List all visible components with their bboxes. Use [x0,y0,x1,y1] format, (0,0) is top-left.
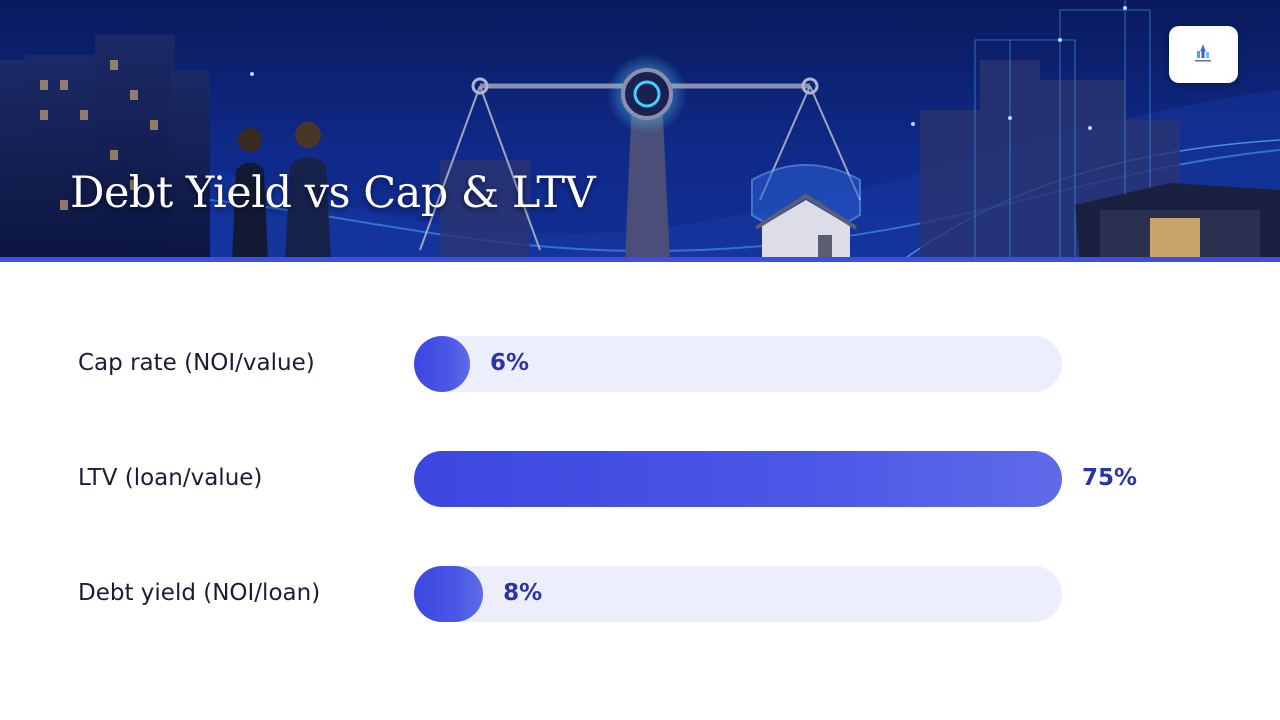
bar [414,451,1062,507]
balance-scale-graphic [419,54,861,262]
category-label: Debt yield (NOI/loan) [78,580,321,606]
brand-logo-icon [1195,44,1211,62]
bar-track [414,566,1062,622]
bar [414,566,484,622]
bar [414,336,470,392]
logo-badge [1169,26,1238,83]
bar-value-label: 8% [503,580,543,606]
bar-value-label: 75% [1082,465,1138,491]
bar-track [414,451,1062,507]
modern-house-graphic [1075,183,1280,262]
category-label: LTV (loan/value) [78,465,263,491]
category-label: Cap rate (NOI/value) [78,350,315,376]
business-people-figures [232,122,331,262]
house-shield-graphic [751,164,861,262]
bar-track [414,336,1062,392]
banner-illustration [0,0,1280,262]
header-banner: Debt Yield vs Cap & LTV [0,0,1280,262]
slide-title: Debt Yield vs Cap & LTV [70,168,596,218]
header-accent-line [0,257,1280,262]
bar-value-label: 6% [490,350,530,376]
